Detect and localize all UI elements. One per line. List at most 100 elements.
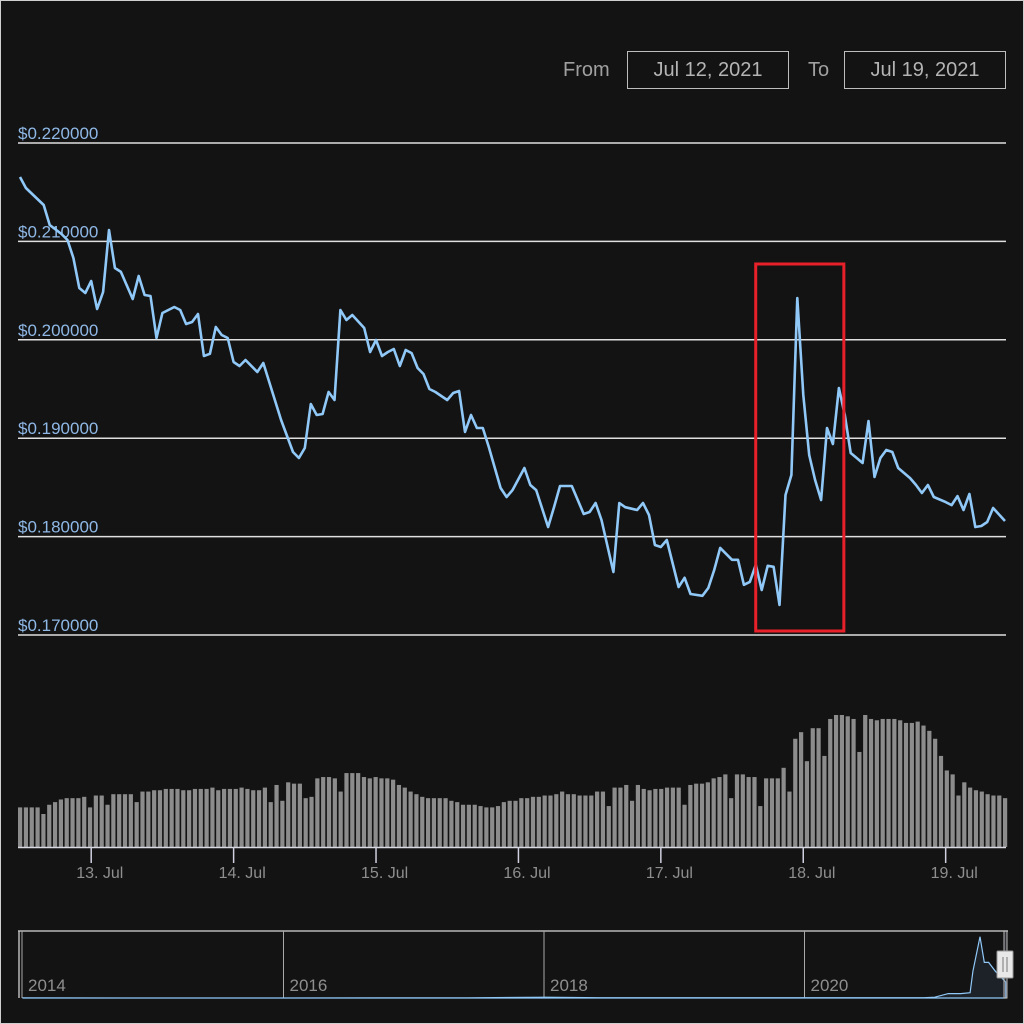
volume-bar: [297, 783, 302, 847]
volume-bar: [571, 794, 576, 847]
volume-bar: [82, 796, 87, 847]
volume-bar: [361, 777, 367, 847]
volume-bar: [385, 778, 390, 847]
to-label: To: [808, 59, 830, 81]
volume-bar: [740, 774, 745, 847]
volume-bar: [933, 738, 938, 847]
from-label: From: [563, 59, 610, 81]
volume-bar: [822, 755, 827, 847]
volume-bar: [793, 738, 798, 847]
volume-bar: [915, 721, 920, 847]
volume-bar: [163, 788, 168, 847]
volume-bar: [245, 788, 250, 847]
volume-bar: [233, 788, 238, 847]
volume-bar: [414, 794, 419, 847]
volume-bar: [985, 794, 990, 847]
volume-bar: [23, 807, 29, 847]
volume-bar: [851, 718, 856, 847]
volume-bar: [391, 779, 396, 847]
volume-bar: [857, 751, 862, 847]
navigator-handle[interactable]: [996, 950, 1014, 979]
volume-bar: [711, 778, 716, 847]
to-date-input[interactable]: Jul 19, 2021: [844, 51, 1006, 89]
volume-bar: [729, 798, 734, 847]
volume-bar: [618, 787, 623, 847]
navigator-year-label: 2016: [290, 976, 328, 995]
volume-bar: [350, 773, 355, 847]
volume-bar: [402, 787, 407, 847]
volume-bar: [781, 767, 786, 847]
price-line: [18, 176, 1006, 607]
volume-bar: [18, 807, 23, 847]
volume-bar: [105, 804, 110, 847]
volume-bar: [565, 794, 571, 847]
volume-bar: [286, 782, 291, 847]
volume-bar: [490, 807, 495, 847]
volume-bar: [35, 807, 40, 847]
volume-bar: [152, 790, 157, 847]
volume-bar: [338, 791, 343, 847]
volume-bar: [868, 718, 874, 847]
volume-bar: [93, 795, 98, 847]
volume-bar: [87, 807, 93, 847]
volume-bar: [997, 795, 1002, 847]
volume-bar: [501, 802, 506, 847]
volume-bar: [99, 795, 104, 847]
volume-bar: [635, 784, 641, 847]
volume-bar: [676, 787, 681, 847]
x-tick-label: 17. Jul: [646, 865, 693, 882]
volume-bar: [577, 795, 582, 847]
volume-bar: [332, 778, 337, 847]
volume-bar: [734, 774, 740, 847]
volume-bar: [699, 783, 705, 847]
volume-bar: [956, 795, 961, 847]
volume-bar: [880, 718, 885, 847]
x-tick-label: 14. Jul: [219, 865, 266, 882]
volume-bar: [408, 791, 413, 847]
volume-bar: [274, 784, 279, 847]
volume-bar: [256, 790, 262, 847]
y-tick-label: $0.200000: [18, 321, 98, 340]
volume-bar: [227, 788, 233, 847]
volume-bar: [898, 720, 903, 847]
from-date-input[interactable]: Jul 12, 2021: [627, 51, 789, 89]
volume-bar: [437, 798, 442, 847]
volume-bar: [775, 778, 780, 847]
volume-bar: [449, 800, 454, 847]
x-tick-label: 13. Jul: [76, 865, 123, 882]
volume-bar: [787, 791, 792, 847]
volume-bar: [251, 790, 256, 847]
volume-bar: [600, 791, 606, 847]
volume-bar: [647, 790, 652, 847]
volume-bar: [968, 787, 973, 847]
volume-bar: [664, 787, 670, 847]
navigator-year-label: 2014: [28, 976, 66, 995]
volume-bar: [291, 783, 297, 847]
volume-bar: [484, 807, 489, 847]
volume-bar: [769, 778, 775, 847]
volume-bar: [134, 802, 139, 847]
volume-bar: [70, 798, 75, 847]
volume-bar: [122, 794, 128, 847]
volume-bar: [210, 787, 215, 847]
volume-bar: [583, 795, 588, 847]
volume-bar: [443, 798, 448, 847]
volume-bar: [466, 804, 471, 847]
volume-bar: [192, 788, 198, 847]
volume-bar: [239, 787, 244, 847]
x-tick-label: 19. Jul: [931, 865, 978, 882]
volume-bar: [29, 807, 34, 847]
volume-bar: [478, 806, 483, 847]
volume-bar: [764, 778, 769, 847]
volume-bar: [927, 730, 932, 847]
volume-bar: [874, 720, 879, 847]
volume-bar: [431, 798, 437, 847]
y-tick-label: $0.220000: [18, 124, 98, 143]
volume-bar: [58, 799, 63, 847]
volume-bar: [746, 777, 751, 847]
volume-bar: [460, 804, 466, 847]
volume-bar: [262, 787, 267, 847]
volume-bar: [344, 773, 349, 847]
volume-bar: [356, 773, 361, 847]
volume-bar: [950, 774, 955, 847]
